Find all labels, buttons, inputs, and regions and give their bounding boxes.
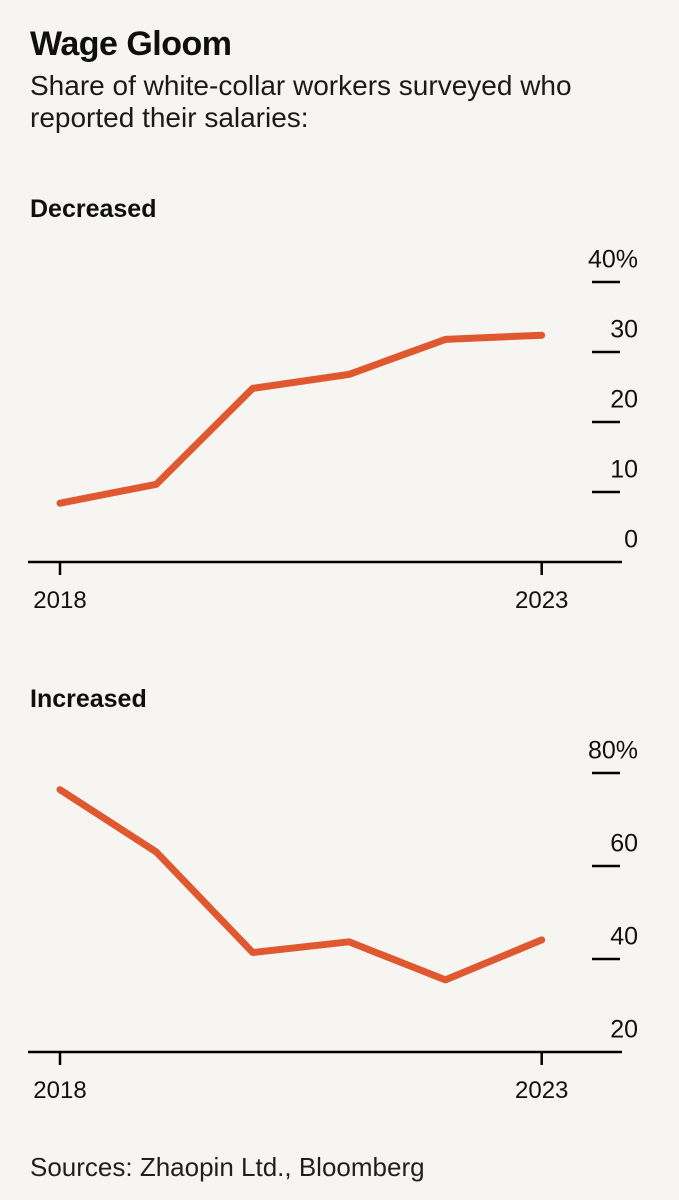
x-axis-label: 2018 bbox=[33, 1077, 86, 1104]
increased-chart-svg: 80% 60 40 20 2018 2023 bbox=[28, 737, 638, 1104]
y-axis-label: 60 bbox=[610, 830, 638, 858]
sources-text: Sources: Zhaopin Ltd., Bloomberg bbox=[30, 1152, 425, 1182]
chart-subtitle-line-2: reported their salaries: bbox=[30, 102, 309, 133]
x-axis-label: 2018 bbox=[33, 587, 86, 614]
section-label-decreased: Decreased bbox=[30, 195, 157, 223]
chart-subtitle: Share of white-collar workers surveyed w… bbox=[30, 70, 572, 134]
x-axis-label: 2023 bbox=[515, 587, 568, 614]
x-axis-label: 2023 bbox=[515, 1077, 568, 1104]
chart-subtitle-line-1: Share of white-collar workers surveyed w… bbox=[30, 70, 572, 101]
y-axis-label: 80% bbox=[588, 737, 638, 765]
decreased-chart-svg: 40% 30 20 10 0 2018 2023 bbox=[28, 246, 638, 614]
y-axis-label: 40% bbox=[588, 246, 638, 274]
y-axis-label: 20 bbox=[610, 386, 638, 414]
y-axis-label: 0 bbox=[624, 526, 638, 554]
chart-title: Wage Gloom bbox=[30, 25, 232, 63]
data-line bbox=[56, 786, 546, 984]
y-axis-label: 10 bbox=[610, 456, 638, 484]
y-axis-label: 20 bbox=[610, 1016, 638, 1044]
section-label-increased: Increased bbox=[30, 685, 147, 713]
data-line bbox=[56, 331, 546, 507]
y-axis-label: 40 bbox=[610, 923, 638, 951]
y-axis-label: 30 bbox=[610, 316, 638, 344]
